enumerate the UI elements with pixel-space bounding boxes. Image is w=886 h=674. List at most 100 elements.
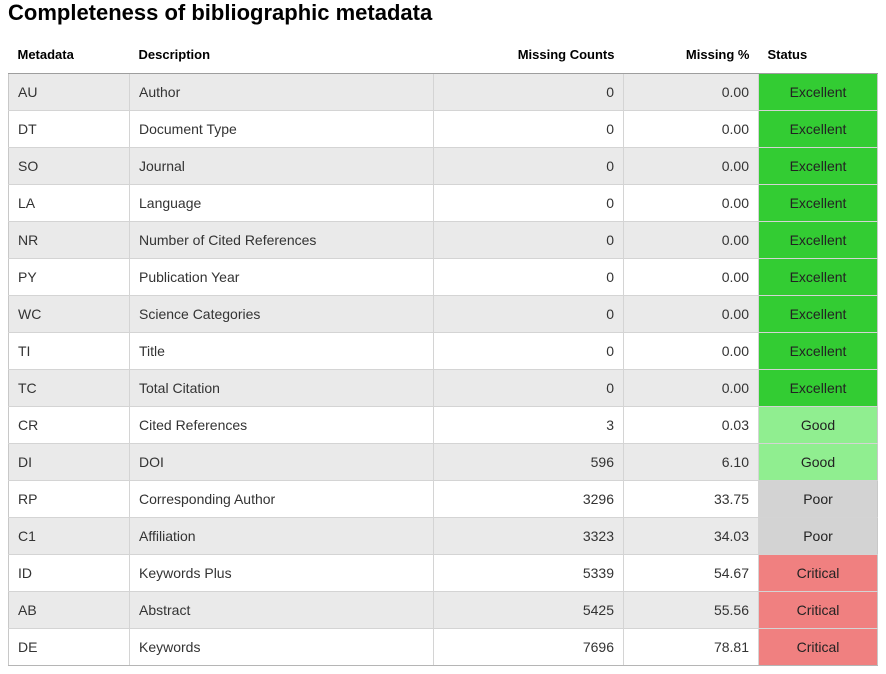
cell-description: Abstract bbox=[129, 591, 434, 629]
table-row: DE Keywords 7696 78.81 Critical bbox=[8, 628, 878, 666]
table-row: CR Cited References 3 0.03 Good bbox=[8, 406, 878, 444]
cell-missing-counts: 0 bbox=[433, 110, 624, 148]
status-badge: Critical bbox=[758, 591, 878, 629]
cell-metadata-tag: DT bbox=[8, 110, 130, 148]
cell-missing-counts: 3296 bbox=[433, 480, 624, 518]
table-row: ID Keywords Plus 5339 54.67 Critical bbox=[8, 554, 878, 592]
cell-metadata-tag: WC bbox=[8, 295, 130, 333]
cell-missing-pct: 54.67 bbox=[623, 554, 759, 592]
page-title: Completeness of bibliographic metadata bbox=[8, 0, 433, 25]
status-badge: Poor bbox=[758, 517, 878, 555]
status-badge: Excellent bbox=[758, 147, 878, 185]
cell-missing-counts: 596 bbox=[433, 443, 624, 481]
table-row: PY Publication Year 0 0.00 Excellent bbox=[8, 258, 878, 296]
table-row: LA Language 0 0.00 Excellent bbox=[8, 184, 878, 222]
table-row: TC Total Citation 0 0.00 Excellent bbox=[8, 369, 878, 407]
cell-description: Keywords Plus bbox=[129, 554, 434, 592]
cell-missing-pct: 6.10 bbox=[623, 443, 759, 481]
header-row: Metadata Description Missing Counts Miss… bbox=[8, 36, 878, 74]
cell-metadata-tag: PY bbox=[8, 258, 130, 296]
header-status: Status bbox=[758, 36, 878, 74]
cell-description: DOI bbox=[129, 443, 434, 481]
cell-missing-counts: 0 bbox=[433, 221, 624, 259]
cell-missing-counts: 0 bbox=[433, 147, 624, 185]
cell-description: Corresponding Author bbox=[129, 480, 434, 518]
cell-missing-pct: 0.03 bbox=[623, 406, 759, 444]
table-row: TI Title 0 0.00 Excellent bbox=[8, 332, 878, 370]
cell-missing-pct: 34.03 bbox=[623, 517, 759, 555]
header-missing-pct: Missing % bbox=[623, 36, 759, 74]
cell-description: Title bbox=[129, 332, 434, 370]
cell-missing-counts: 5425 bbox=[433, 591, 624, 629]
cell-missing-pct: 0.00 bbox=[623, 295, 759, 333]
cell-description: Document Type bbox=[129, 110, 434, 148]
header-missing-counts: Missing Counts bbox=[433, 36, 624, 74]
cell-description: Science Categories bbox=[129, 295, 434, 333]
cell-description: Language bbox=[129, 184, 434, 222]
status-badge: Good bbox=[758, 443, 878, 481]
cell-missing-counts: 0 bbox=[433, 369, 624, 407]
cell-missing-pct: 33.75 bbox=[623, 480, 759, 518]
cell-missing-counts: 0 bbox=[433, 73, 624, 111]
cell-missing-counts: 3 bbox=[433, 406, 624, 444]
status-badge: Excellent bbox=[758, 369, 878, 407]
cell-missing-counts: 0 bbox=[433, 295, 624, 333]
cell-missing-pct: 0.00 bbox=[623, 258, 759, 296]
status-badge: Excellent bbox=[758, 332, 878, 370]
cell-metadata-tag: TI bbox=[8, 332, 130, 370]
cell-metadata-tag: DI bbox=[8, 443, 130, 481]
cell-metadata-tag: LA bbox=[8, 184, 130, 222]
cell-missing-counts: 0 bbox=[433, 258, 624, 296]
cell-missing-pct: 0.00 bbox=[623, 221, 759, 259]
status-badge: Excellent bbox=[758, 258, 878, 296]
table-row: WC Science Categories 0 0.00 Excellent bbox=[8, 295, 878, 333]
cell-metadata-tag: AB bbox=[8, 591, 130, 629]
cell-missing-counts: 3323 bbox=[433, 517, 624, 555]
table-body: AU Author 0 0.00 Excellent DT Document Type 0 0.… bbox=[8, 73, 878, 666]
cell-metadata-tag: SO bbox=[8, 147, 130, 185]
status-badge: Excellent bbox=[758, 184, 878, 222]
cell-metadata-tag: NR bbox=[8, 221, 130, 259]
status-badge: Good bbox=[758, 406, 878, 444]
cell-missing-pct: 0.00 bbox=[623, 332, 759, 370]
cell-missing-counts: 0 bbox=[433, 184, 624, 222]
status-badge: Excellent bbox=[758, 221, 878, 259]
table-row: SO Journal 0 0.00 Excellent bbox=[8, 147, 878, 185]
cell-description: Total Citation bbox=[129, 369, 434, 407]
cell-missing-pct: 0.00 bbox=[623, 73, 759, 111]
cell-description: Journal bbox=[129, 147, 434, 185]
cell-metadata-tag: AU bbox=[8, 73, 130, 111]
cell-description: Author bbox=[129, 73, 434, 111]
cell-missing-pct: 0.00 bbox=[623, 147, 759, 185]
table-header: Metadata Description Missing Counts Miss… bbox=[8, 36, 878, 74]
cell-description: Affiliation bbox=[129, 517, 434, 555]
table-row: AU Author 0 0.00 Excellent bbox=[8, 73, 878, 111]
table-row: DT Document Type 0 0.00 Excellent bbox=[8, 110, 878, 148]
status-badge: Excellent bbox=[758, 110, 878, 148]
table-row: RP Corresponding Author 3296 33.75 Poor bbox=[8, 480, 878, 518]
cell-missing-pct: 0.00 bbox=[623, 184, 759, 222]
cell-missing-pct: 0.00 bbox=[623, 110, 759, 148]
table-row: AB Abstract 5425 55.56 Critical bbox=[8, 591, 878, 629]
cell-missing-pct: 0.00 bbox=[623, 369, 759, 407]
cell-description: Publication Year bbox=[129, 258, 434, 296]
cell-description: Number of Cited References bbox=[129, 221, 434, 259]
status-badge: Critical bbox=[758, 628, 878, 666]
status-badge: Excellent bbox=[758, 73, 878, 111]
cell-metadata-tag: TC bbox=[8, 369, 130, 407]
status-badge: Critical bbox=[758, 554, 878, 592]
cell-missing-counts: 7696 bbox=[433, 628, 624, 666]
header-metadata: Metadata bbox=[8, 36, 130, 74]
cell-description: Cited References bbox=[129, 406, 434, 444]
cell-metadata-tag: RP bbox=[8, 480, 130, 518]
header-description: Description bbox=[129, 36, 434, 74]
table-row: C1 Affiliation 3323 34.03 Poor bbox=[8, 517, 878, 555]
cell-missing-pct: 55.56 bbox=[623, 591, 759, 629]
metadata-table: Metadata Description Missing Counts Miss… bbox=[8, 36, 878, 666]
table-row: DI DOI 596 6.10 Good bbox=[8, 443, 878, 481]
cell-metadata-tag: CR bbox=[8, 406, 130, 444]
cell-metadata-tag: C1 bbox=[8, 517, 130, 555]
cell-missing-pct: 78.81 bbox=[623, 628, 759, 666]
cell-missing-counts: 5339 bbox=[433, 554, 624, 592]
status-badge: Excellent bbox=[758, 295, 878, 333]
